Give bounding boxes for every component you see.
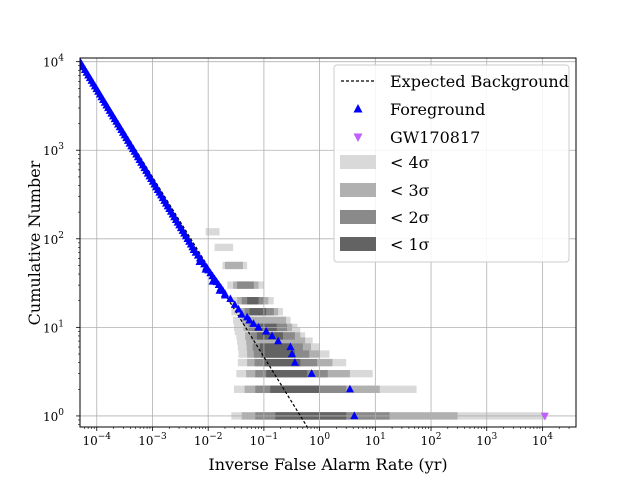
axis-ticks: 10−4 10−3 10−2 10−1 100 101 102 103 104 100 101 102…: [43, 54, 570, 448]
foreground-point: [287, 349, 297, 358]
plot-frame: [79, 57, 577, 428]
x-tick-label-0: 10−4: [82, 432, 111, 448]
legend-label-foreground: Foreground: [390, 100, 485, 119]
sigma-band-4-row-1: [270, 385, 320, 393]
legend-item-s2: < 2σ: [340, 208, 430, 227]
legend-label-s2: < 2σ: [390, 208, 430, 227]
foreground-point: [274, 336, 283, 345]
y-tick-label-0: 100: [43, 408, 64, 424]
sigma-band-1-row-15: [214, 243, 234, 252]
legend-box: [333, 64, 570, 263]
foreground-point: [307, 369, 316, 377]
x-tick-label-5: 101: [365, 432, 386, 448]
legend-item-s3: < 3σ: [340, 181, 430, 200]
sigma-band-4-row-5: [259, 343, 291, 351]
foreground-point: [345, 384, 354, 393]
foreground-point: [286, 342, 295, 351]
x-tick-label-7: 103: [476, 432, 497, 448]
legend-patch-swatch: [340, 237, 376, 251]
x-tick-label-3: 10−1: [250, 432, 279, 448]
sigma-band-2-row-13: [224, 261, 243, 270]
legend-label-s4: < 4σ: [390, 153, 430, 172]
foreground-point: [350, 411, 359, 420]
sigma-band-2-row-6: [246, 337, 306, 345]
foreground-point: [208, 276, 217, 285]
legend: Expected Background Foreground GW170817 < 4…: [333, 64, 570, 263]
legend-item-foreground: Foreground: [353, 100, 485, 119]
legend-patch-swatch: [340, 183, 376, 197]
legend-patch-swatch: [340, 155, 376, 169]
foreground-points: [80, 58, 549, 421]
sigma-band-4-row-9: [247, 297, 259, 305]
foreground-point: [262, 326, 271, 335]
foreground-point: [201, 265, 210, 273]
y-tick-label-1: 101: [43, 319, 64, 335]
legend-item-gw: GW170817: [353, 128, 480, 147]
x-tick-label-1: 10−3: [138, 432, 167, 448]
foreground-point: [220, 290, 230, 299]
legend-label-expected: Expected Background: [390, 72, 569, 91]
y-tick-label-2: 102: [43, 231, 64, 247]
foreground-point: [237, 309, 246, 318]
sigma-band-4-row-8: [249, 308, 267, 316]
foreground-point: [215, 286, 224, 294]
foreground-point: [226, 294, 235, 302]
legend-triangle-up-swatch: [353, 104, 363, 113]
foreground-point: [230, 300, 239, 308]
sigma-band-3-row-10: [237, 281, 254, 289]
foreground-point: [290, 358, 299, 366]
legend-label-s3: < 3σ: [390, 181, 430, 200]
legend-item-s4: < 4σ: [340, 153, 430, 172]
sigma-band-4-row-3: [263, 358, 301, 367]
legend-item-s1: < 1σ: [340, 235, 430, 254]
foreground-point: [234, 304, 243, 313]
legend-item-expected: Expected Background: [341, 72, 569, 91]
gw170817-point: [540, 412, 549, 421]
legend-label-gw: GW170817: [390, 128, 480, 147]
sigma-band-1-row-16: [205, 228, 220, 236]
sigma-band-4-row-2: [266, 370, 308, 378]
legend-triangle-down-swatch: [353, 133, 363, 142]
x-tick-label-4: 100: [309, 432, 330, 448]
x-tick-label-8: 104: [532, 432, 553, 448]
foreground-point: [245, 315, 254, 324]
legend-label-s1: < 1σ: [390, 235, 430, 254]
foreground-point: [254, 322, 263, 331]
x-axis-label: Inverse False Alarm Rate (yr): [208, 455, 447, 474]
foreground-point: [189, 245, 198, 254]
foreground-point: [267, 331, 277, 340]
x-tick-label-6: 102: [421, 432, 442, 448]
x-tick-label-2: 10−2: [194, 432, 223, 448]
foreground-point: [195, 257, 204, 265]
legend-patch-swatch: [340, 210, 376, 224]
y-tick-label-3: 103: [43, 142, 64, 158]
y-axis-label: Cumulative Number: [25, 160, 44, 325]
sigma-band-4-row-4: [261, 350, 295, 358]
foreground-point: [249, 319, 258, 327]
y-tick-label-4: 104: [43, 54, 64, 70]
